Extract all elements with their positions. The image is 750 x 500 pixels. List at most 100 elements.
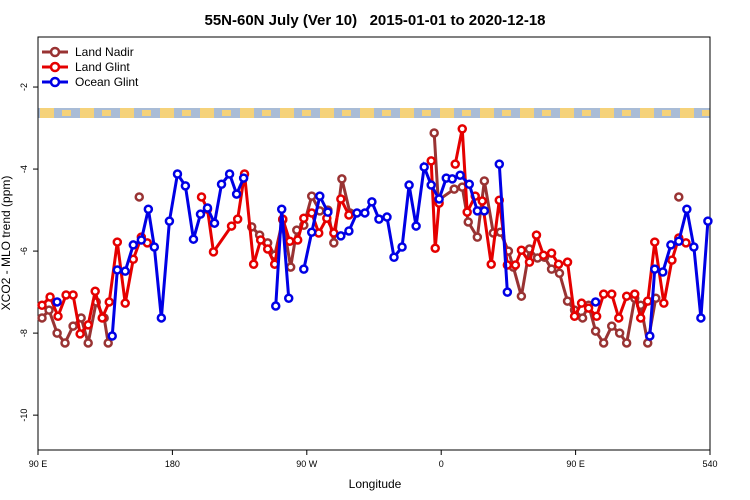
point <box>255 235 266 245</box>
point <box>463 217 473 227</box>
point <box>649 237 660 247</box>
point <box>591 311 602 322</box>
point <box>285 236 295 246</box>
series-line <box>302 191 330 270</box>
point <box>538 250 549 260</box>
point <box>248 259 259 269</box>
land-strip <box>38 108 710 118</box>
point <box>209 218 220 228</box>
point <box>112 265 123 275</box>
point <box>68 290 78 300</box>
point <box>554 268 565 278</box>
point <box>486 259 496 269</box>
point <box>703 216 713 226</box>
point <box>411 221 421 231</box>
x-tick-label: 540 <box>702 459 717 469</box>
point <box>614 328 625 338</box>
series-line <box>497 164 509 293</box>
point <box>103 338 113 348</box>
point <box>97 313 107 323</box>
point <box>226 221 237 231</box>
point <box>315 191 325 201</box>
point <box>404 180 414 190</box>
point <box>262 244 273 254</box>
point <box>426 180 436 190</box>
point <box>344 210 354 220</box>
point <box>606 289 617 299</box>
point <box>479 206 490 216</box>
point <box>306 227 317 237</box>
point <box>645 331 655 341</box>
point <box>472 232 483 242</box>
point <box>53 311 63 322</box>
point <box>531 230 542 240</box>
point <box>389 252 399 262</box>
point <box>494 159 505 169</box>
point <box>120 298 130 308</box>
point <box>75 329 85 339</box>
point <box>479 176 490 186</box>
point <box>590 326 601 336</box>
point <box>553 259 564 269</box>
point <box>429 128 439 138</box>
point <box>164 216 175 226</box>
point <box>90 286 100 297</box>
point <box>270 301 281 311</box>
point <box>681 238 691 248</box>
point <box>45 292 55 302</box>
point <box>360 208 370 218</box>
y-tick-label: -4 <box>19 165 29 173</box>
point <box>195 209 206 219</box>
point <box>576 298 587 308</box>
point <box>689 242 699 252</box>
point <box>68 321 78 331</box>
point <box>231 189 242 199</box>
point <box>156 313 167 323</box>
point <box>188 234 199 244</box>
point <box>430 243 440 253</box>
point <box>37 300 47 310</box>
point <box>337 174 347 184</box>
point <box>696 313 706 323</box>
point <box>450 159 460 169</box>
point <box>180 181 191 191</box>
point <box>285 262 296 272</box>
point <box>516 291 527 301</box>
point <box>299 264 309 274</box>
point <box>134 192 144 202</box>
point <box>52 328 62 338</box>
point <box>455 170 465 180</box>
point <box>397 242 407 252</box>
point <box>120 266 130 276</box>
point <box>352 208 362 218</box>
point <box>674 192 684 202</box>
point <box>598 289 609 299</box>
point <box>666 240 676 250</box>
point <box>374 214 384 224</box>
point <box>83 320 93 330</box>
y-tick-label: -6 <box>19 247 29 255</box>
point <box>562 257 573 267</box>
point <box>224 169 235 179</box>
y-axis-label: XCO2 - MLO trend (ppm) <box>0 176 13 311</box>
legend-marker <box>49 61 61 73</box>
series-line <box>274 209 291 307</box>
point <box>477 196 488 206</box>
point <box>149 242 160 252</box>
point <box>276 204 287 215</box>
chart-title: 55N-60N July (Ver 10) 2015-01-01 to 2020… <box>204 12 545 29</box>
point <box>344 226 354 236</box>
point <box>682 204 692 215</box>
point <box>83 338 93 348</box>
point <box>621 338 632 348</box>
point <box>434 194 444 204</box>
point <box>667 255 677 265</box>
point <box>674 236 684 246</box>
legend-label: Land Nadir <box>75 45 134 59</box>
point <box>635 313 646 323</box>
legend-label: Land Glint <box>75 60 130 74</box>
point <box>336 194 346 204</box>
point <box>323 207 333 217</box>
point <box>232 214 243 224</box>
